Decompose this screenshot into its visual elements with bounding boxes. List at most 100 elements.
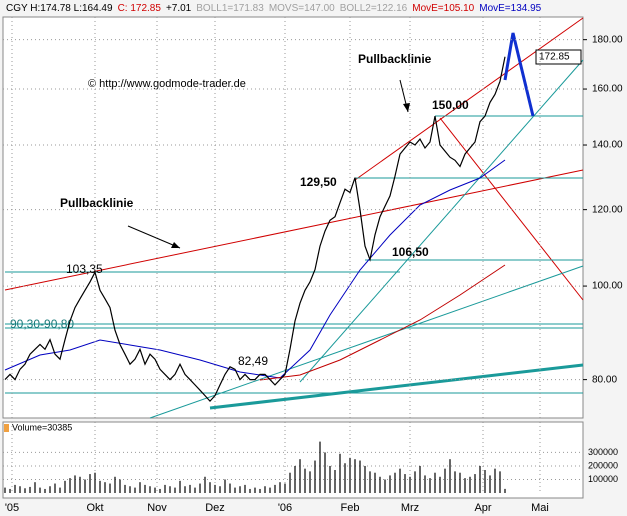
x-tick-label: Dez — [205, 502, 225, 514]
x-tick-label: Okt — [86, 502, 103, 514]
volume-bar — [454, 471, 456, 493]
volume-bar — [134, 487, 136, 493]
x-tick-label: Nov — [147, 502, 167, 514]
x-tick-label: Feb — [341, 502, 360, 514]
volume-bar — [84, 479, 86, 493]
volume-bar — [419, 465, 421, 493]
volume-bar — [144, 484, 146, 493]
volume-bar — [204, 476, 206, 493]
volume-bar — [164, 484, 166, 493]
volume-bar — [414, 471, 416, 493]
volume-bar — [484, 470, 486, 493]
y-tick-label: 100.00 — [592, 281, 623, 292]
volume-bar — [264, 486, 266, 493]
last-price-box — [535, 49, 582, 65]
volume-bar — [89, 474, 91, 493]
volume-bar — [174, 487, 176, 493]
volume-bar — [219, 486, 221, 493]
volume-bar — [124, 484, 126, 493]
volume-bar — [469, 476, 471, 493]
volume-bar — [259, 488, 261, 493]
volume-bar — [254, 487, 256, 493]
volume-bar — [499, 471, 501, 493]
x-tick-label: Mai — [531, 502, 549, 514]
volume-title: Volume=30385 — [12, 422, 72, 432]
volume-bar — [379, 476, 381, 493]
volume-bar — [334, 470, 336, 493]
volume-bar — [49, 486, 51, 493]
volume-bar — [329, 465, 331, 493]
volume-bar — [369, 471, 371, 493]
arrow-head — [171, 242, 180, 248]
volume-bar — [139, 482, 141, 493]
copyright: © http://www.godmode-trader.de — [88, 78, 246, 90]
y-tick-label: 80.00 — [592, 374, 617, 385]
volume-bar — [319, 441, 321, 493]
volume-bar — [99, 480, 101, 493]
volume-bar — [179, 480, 181, 493]
volume-bar — [209, 482, 211, 493]
volume-bar — [374, 472, 376, 493]
volume-bar — [479, 465, 481, 493]
volume-bar — [384, 479, 386, 493]
y-tick-label: 120.00 — [592, 204, 623, 215]
volume-bar — [289, 472, 291, 493]
x-tick-label: Apr — [474, 502, 491, 514]
volume-bar — [59, 487, 61, 493]
volume-bar — [159, 488, 161, 493]
y-tick-label: 200000 — [588, 460, 618, 470]
annotation: 106,50 — [392, 245, 429, 259]
forecast-arrow — [503, 32, 535, 117]
trend-line — [4, 169, 584, 291]
volume-bar — [304, 468, 306, 493]
x-tick-label: '05 — [5, 502, 19, 514]
volume-bar — [109, 483, 111, 493]
volume-bar — [359, 460, 361, 493]
annotation: 150,00 — [432, 98, 469, 112]
x-tick-label: Mrz — [401, 502, 419, 514]
volume-bar — [464, 478, 466, 493]
drawings — [4, 17, 584, 419]
volume-bar — [449, 459, 451, 493]
volume-bar — [34, 482, 36, 493]
last-price-label: 172.85 — [539, 52, 570, 63]
y-tick-label: 160.00 — [592, 84, 623, 95]
volume-bar — [459, 472, 461, 493]
panel-marker — [4, 424, 9, 432]
volume-bar — [194, 487, 196, 493]
volume-bar — [429, 478, 431, 493]
volume-bar — [39, 487, 41, 493]
volume-bar — [234, 487, 236, 493]
volume-bar — [389, 475, 391, 493]
volume-bar — [94, 472, 96, 493]
volume-bar — [409, 476, 411, 493]
header: CGY H:174.78 L:164.49 C: 172.85 +7.01 BOLL1… — [6, 3, 542, 14]
volume-bar — [434, 472, 436, 493]
volume-bar — [114, 476, 116, 493]
volume-bar — [474, 474, 476, 493]
copyright-box — [81, 74, 273, 94]
volume-bar — [189, 484, 191, 493]
volume-bar — [119, 479, 121, 493]
volume-bar — [284, 483, 286, 493]
volume-bar — [489, 475, 491, 493]
volume-bar — [214, 484, 216, 493]
x-tick-label: '06 — [278, 502, 292, 514]
volume-bar — [354, 459, 356, 493]
trend-line — [439, 117, 584, 301]
y-tick-label: 300000 — [588, 447, 618, 457]
volume-bar — [494, 468, 496, 493]
header-item: +7.01 — [166, 3, 192, 14]
volume-bar — [24, 488, 26, 493]
header-item: C: 172.85 — [118, 3, 162, 14]
header-item: MovE=134.95 — [479, 3, 541, 14]
volume-bar — [424, 475, 426, 493]
volume-bar — [184, 486, 186, 493]
volume-bar — [339, 453, 341, 493]
volume-bar — [19, 486, 21, 493]
price-line — [4, 56, 506, 402]
arrow-head — [403, 103, 410, 112]
volume-bar — [169, 486, 171, 493]
volume-bar — [364, 465, 366, 493]
